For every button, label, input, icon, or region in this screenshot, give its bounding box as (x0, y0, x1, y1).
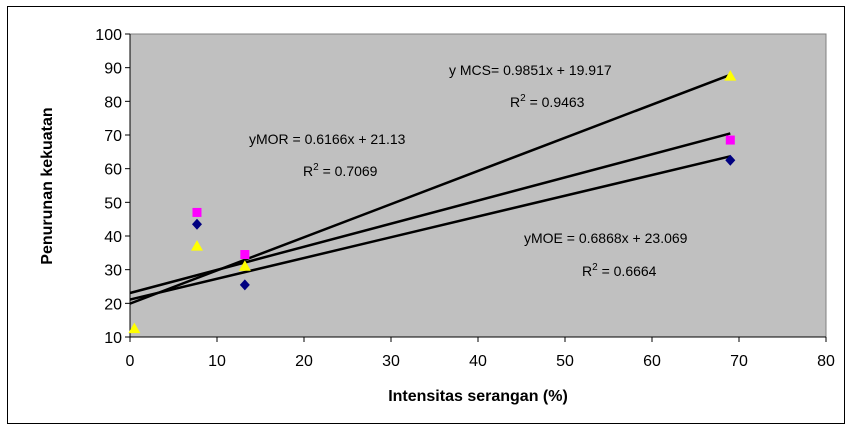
x-tick-label: 60 (643, 353, 661, 370)
mcs-r-symbol: R (510, 94, 520, 110)
x-tick-label: 30 (382, 353, 400, 370)
moe-r-symbol: R (582, 263, 592, 279)
y-tick-label: 10 (104, 330, 122, 347)
mcs-r-exponent: 2 (520, 93, 526, 104)
mcs-equation: y MCS= 0.9851x + 19.917 (449, 62, 612, 78)
mcs-point (190, 240, 203, 251)
moe-r-squared: R2 = 0.6664 (582, 262, 657, 279)
mor-r-value: = 0.7069 (319, 163, 378, 179)
moe-r-value: = 0.6664 (598, 263, 657, 279)
y-tick-label: 100 (95, 27, 122, 44)
mcs-trendline (129, 73, 731, 305)
y-tick-label: 20 (104, 296, 122, 313)
x-tick-label: 70 (730, 353, 748, 370)
mcs-point (128, 322, 141, 334)
x-tick-label: 20 (295, 353, 313, 370)
moe-equation: yMOE = 0.6868x + 23.069 (524, 230, 688, 246)
y-tick-label: 40 (104, 229, 122, 246)
mor-point (240, 250, 250, 260)
mor-point (725, 135, 735, 145)
mcs-r-value: = 0.9463 (526, 94, 585, 110)
moe-r-exponent: 2 (592, 262, 598, 273)
trendlines (129, 73, 731, 305)
y-tick-label: 80 (104, 94, 122, 111)
y-tick-label: 90 (104, 61, 122, 78)
mcs-point (238, 260, 251, 271)
mor-point (192, 207, 202, 217)
moe-point (191, 218, 202, 230)
y-axis-title: Penurunan kekuatan (39, 107, 56, 264)
mor-r-exponent: 2 (313, 162, 319, 173)
x-axis-title: Intensitas serangan (%) (388, 388, 568, 405)
mcs-point (724, 70, 737, 81)
x-tick-label: 40 (469, 353, 487, 370)
x-tick-label: 0 (126, 353, 135, 370)
x-tick-label: 80 (817, 353, 835, 370)
x-tick-label: 10 (208, 353, 226, 370)
mor-r-squared: R2 = 0.7069 (303, 162, 378, 179)
mcs-r-squared: R2 = 0.9463 (510, 93, 585, 110)
mor-r-symbol: R (303, 163, 313, 179)
y-tick-label: 30 (104, 263, 122, 280)
moe-point (239, 279, 250, 291)
plot-area (129, 33, 827, 338)
y-tick-label: 50 (104, 195, 122, 212)
y-tick-label: 60 (104, 162, 122, 179)
moe-point (725, 154, 736, 166)
y-axis: 10 20 30 40 50 60 70 80 90 100 (95, 27, 131, 347)
data-points (128, 70, 737, 334)
mor-trendline (129, 155, 731, 301)
x-axis: 0 10 20 30 40 50 60 70 80 (126, 336, 835, 370)
mor-equation: yMOR = 0.6166x + 21.13 (249, 131, 406, 147)
x-tick-label: 50 (556, 353, 574, 370)
y-tick-label: 70 (104, 128, 122, 145)
